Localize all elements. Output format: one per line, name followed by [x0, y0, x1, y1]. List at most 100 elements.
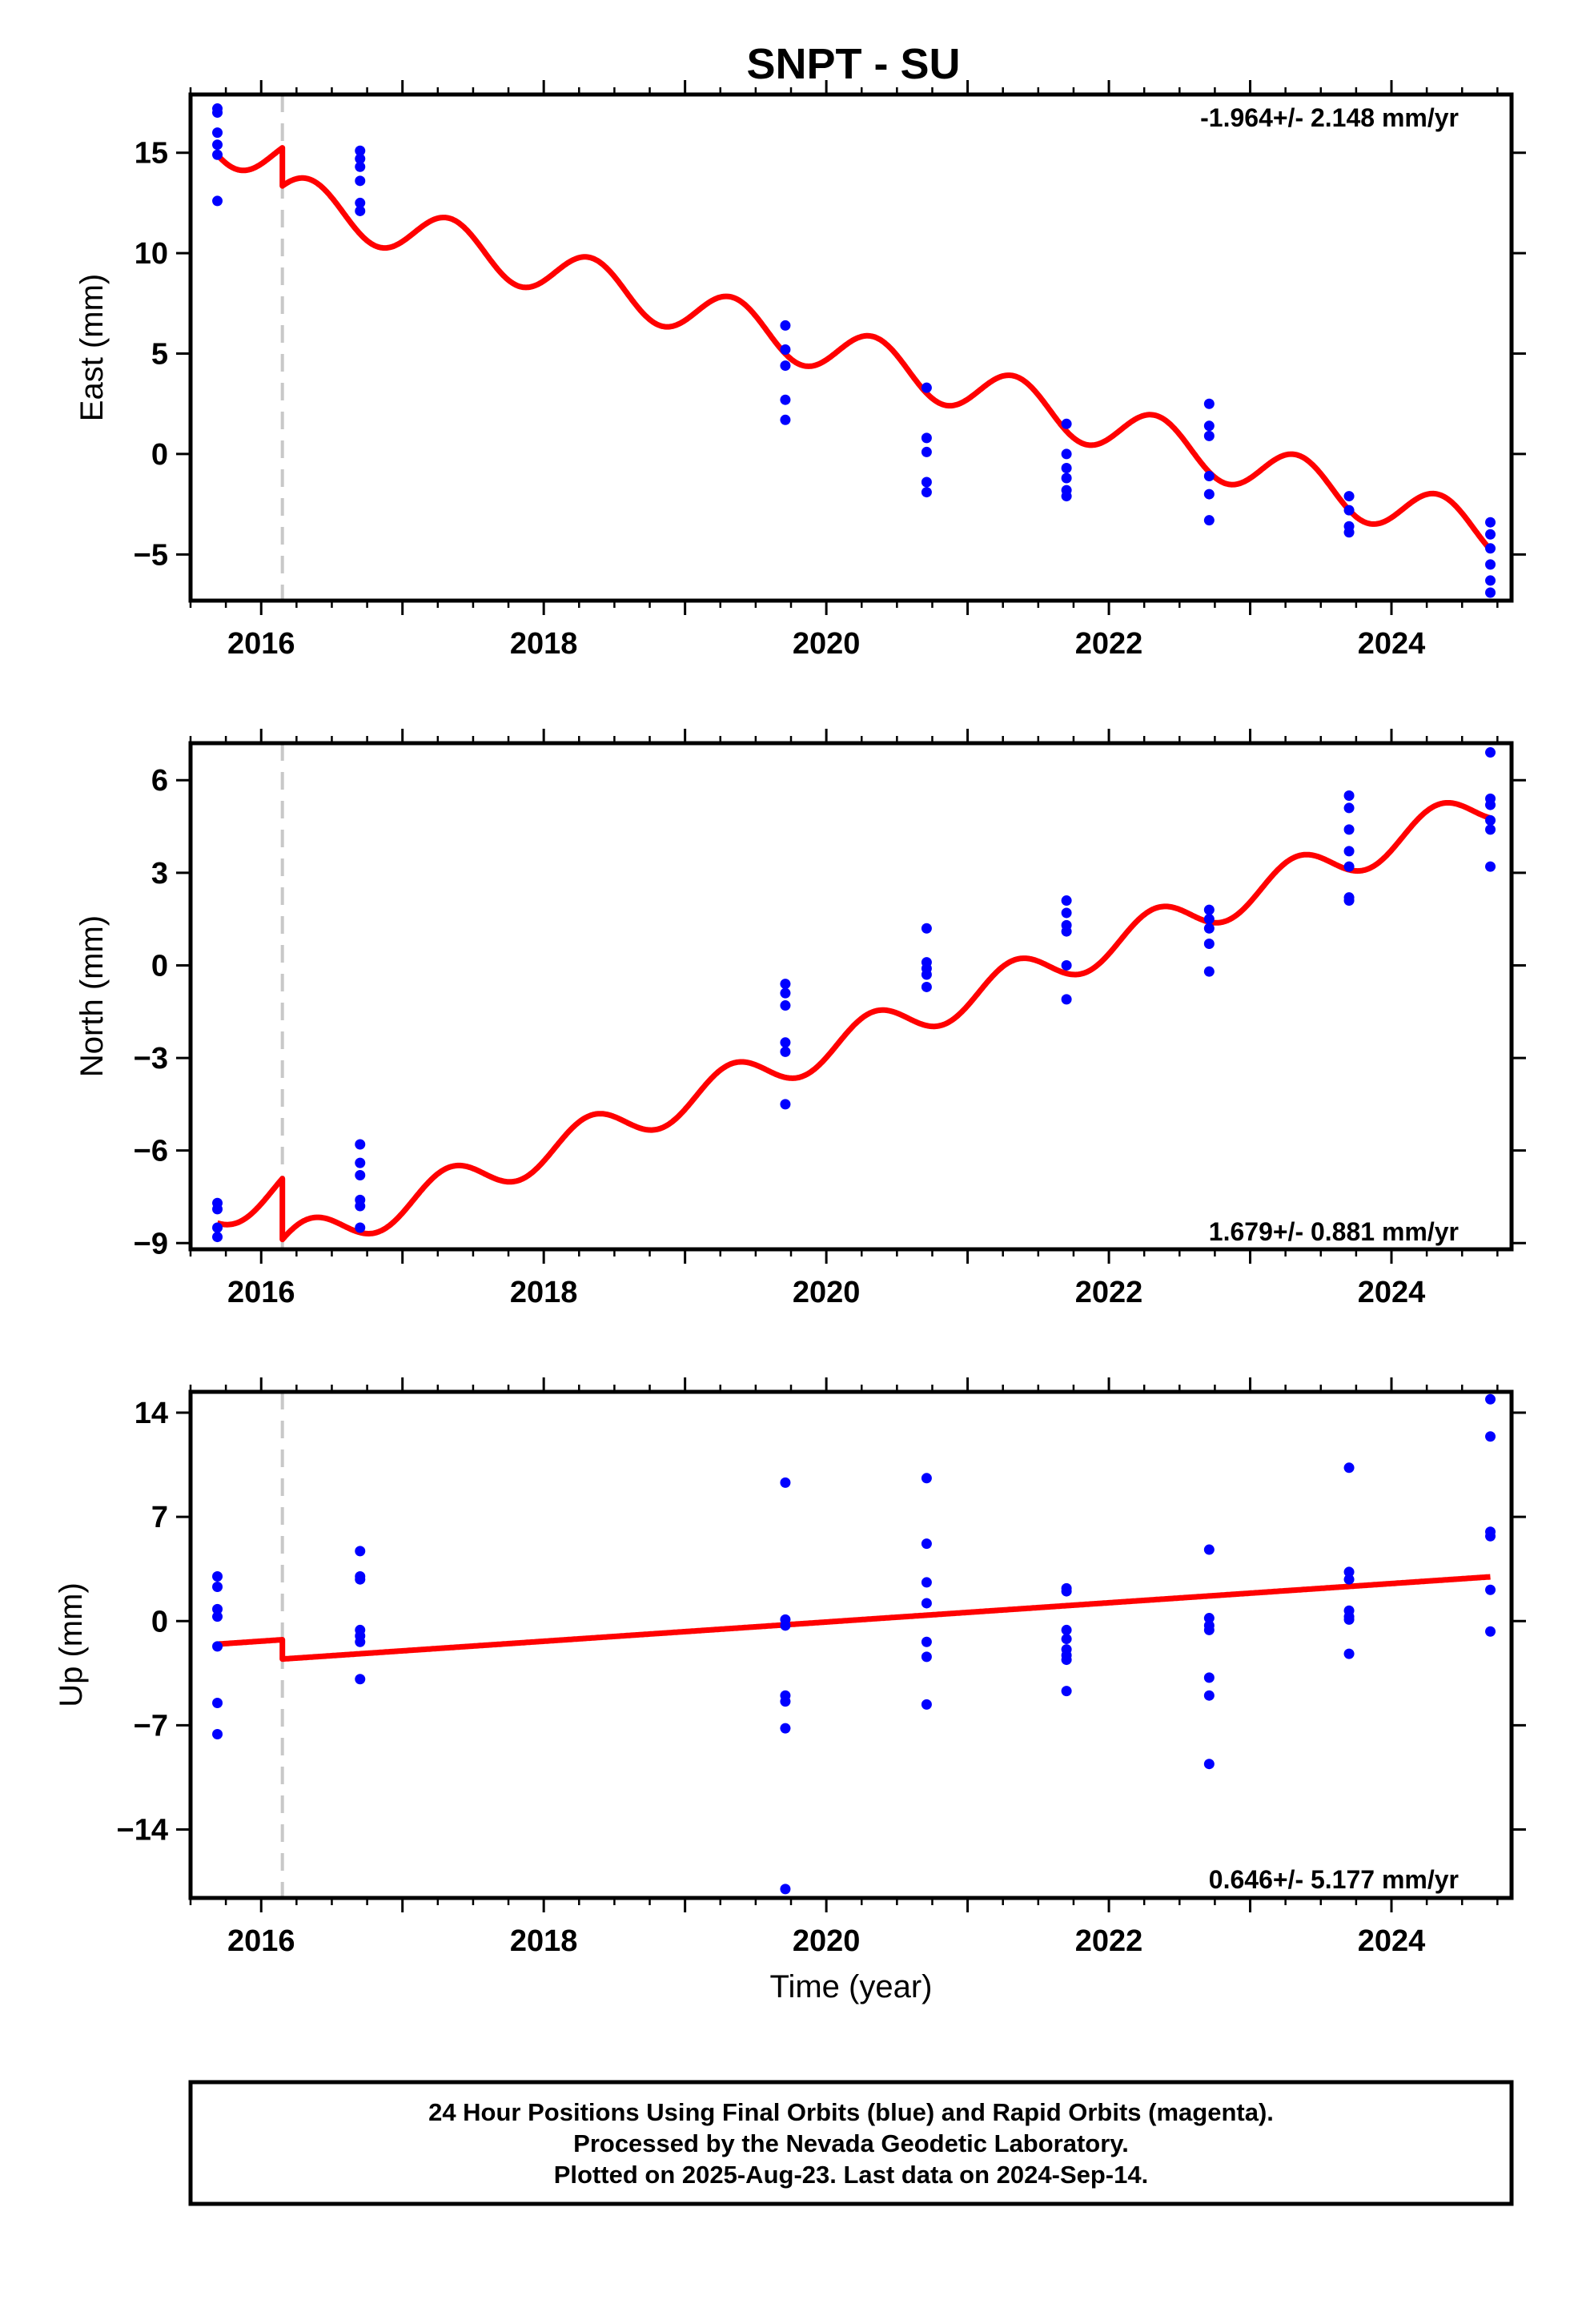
east-data-point	[921, 487, 932, 498]
north-data-point	[1343, 790, 1355, 802]
east-data-point	[1203, 398, 1215, 409]
north-data-point	[1343, 824, 1355, 835]
up-data-point	[355, 1636, 366, 1647]
up-y-tick-label: 14	[135, 1397, 168, 1430]
footer-box: 24 Hour Positions Using Final Orbits (bl…	[188, 2080, 1514, 2206]
east-data-point	[1203, 489, 1215, 500]
east-model-fit-line	[215, 145, 1493, 552]
up-data-point	[1485, 1584, 1496, 1595]
north-data-point	[212, 1222, 223, 1233]
east-data-point	[780, 414, 791, 425]
up-data-point	[1061, 1686, 1072, 1697]
up-data-point	[921, 1598, 932, 1609]
up-data-point	[212, 1697, 223, 1708]
east-data-point	[1343, 505, 1355, 516]
east-data-point	[355, 161, 366, 172]
north-data-point	[1343, 861, 1355, 872]
north-data-point	[1061, 994, 1072, 1005]
east-data-point	[1203, 515, 1215, 526]
north-data-point	[1061, 959, 1072, 971]
north-data-point	[1203, 904, 1215, 915]
up-y-axis-label: Up (mm)	[54, 1582, 89, 1707]
north-x-tick-label: 2016	[227, 1276, 295, 1309]
north-y-tick-label: −3	[134, 1042, 168, 1076]
up-data-point	[1061, 1624, 1072, 1635]
up-data-point	[1061, 1634, 1072, 1645]
north-data-point	[1203, 923, 1215, 934]
up-data-point	[1343, 1648, 1355, 1659]
up-y-tick-label: 0	[151, 1605, 168, 1638]
up-data-point	[355, 1574, 366, 1585]
east-data-point	[212, 139, 223, 151]
north-data-point	[1343, 895, 1355, 907]
up-data-point	[1203, 1544, 1215, 1555]
east-data-point	[212, 107, 223, 119]
east-data-point	[1485, 543, 1496, 554]
north-y-tick-label: 0	[151, 949, 168, 983]
up-data-point	[921, 1538, 932, 1550]
up-data-point	[212, 1611, 223, 1622]
east-data-point	[1061, 472, 1072, 484]
up-data-point	[1203, 1672, 1215, 1683]
north-data-point	[212, 1232, 223, 1243]
north-x-tick-label: 2024	[1358, 1276, 1426, 1309]
north-model-fit-line	[215, 800, 1492, 1243]
up-data-point	[921, 1651, 932, 1663]
east-data-point	[780, 394, 791, 405]
chart-title: SNPT - SU	[746, 40, 960, 88]
east-y-axis-label: East (mm)	[74, 274, 110, 421]
up-data-point	[1485, 1393, 1496, 1405]
north-data-point	[212, 1204, 223, 1215]
east-data-point	[1485, 559, 1496, 570]
north-panel: 2016 2018 2020 2022 2024 6 3 0 −3 −6 −9 North (mm)…	[74, 729, 1526, 1309]
footer-line-3: Plotted on 2025-Aug-23. Last data on 202…	[554, 2161, 1148, 2189]
east-data-point	[355, 145, 366, 156]
east-data-point	[921, 432, 932, 444]
north-data-point	[1203, 914, 1215, 925]
east-rate-label: -1.964+/- 2.148 mm/yr	[1200, 103, 1459, 132]
north-data-point	[1485, 747, 1496, 758]
north-data-point	[355, 1222, 366, 1233]
north-data-point	[1203, 938, 1215, 949]
east-data-point	[1343, 491, 1355, 502]
up-data-point	[921, 1699, 932, 1710]
east-x-tick-label: 2018	[510, 627, 578, 661]
east-data-point	[1485, 517, 1496, 528]
north-data-point	[1485, 799, 1496, 810]
east-data-point	[1203, 420, 1215, 432]
up-data-point	[1343, 1574, 1355, 1585]
up-data-point	[1061, 1586, 1072, 1597]
up-data-point	[1343, 1566, 1355, 1578]
up-data-point	[780, 1477, 791, 1488]
up-x-tick-label: 2022	[1075, 1924, 1143, 1958]
east-data-point	[1203, 430, 1215, 441]
north-data-point	[780, 979, 791, 990]
up-x-tick-label: 2024	[1358, 1924, 1426, 1958]
east-plot-contents: 2016 2018 2020 2022 2024 15 10 5 0 −5	[134, 80, 1526, 661]
north-data-point	[355, 1139, 366, 1150]
east-data-point	[212, 127, 223, 139]
up-data-point	[780, 1696, 791, 1707]
north-data-point	[1485, 824, 1496, 835]
east-data-point	[1061, 462, 1072, 473]
north-data-point	[780, 1046, 791, 1057]
north-x-tick-label: 2022	[1075, 1276, 1143, 1309]
east-data-point	[355, 197, 366, 208]
north-data-point	[355, 1157, 366, 1168]
up-model-fit-line	[215, 1574, 1492, 1663]
up-data-point	[780, 1723, 791, 1734]
up-data-point	[1485, 1626, 1496, 1637]
north-y-tick-label: −9	[134, 1227, 168, 1261]
up-y-tick-label: 7	[151, 1501, 168, 1534]
east-x-tick-label: 2022	[1075, 627, 1143, 661]
east-data-point	[780, 344, 791, 356]
east-y-tick-label: −5	[134, 538, 168, 572]
east-data-point	[1203, 471, 1215, 482]
north-data-point	[921, 969, 932, 980]
north-x-tick-label: 2018	[510, 1276, 578, 1309]
north-data-point	[1343, 846, 1355, 857]
up-data-point	[1343, 1462, 1355, 1474]
up-data-point	[212, 1603, 223, 1614]
up-rate-label: 0.646+/- 5.177 mm/yr	[1209, 1865, 1459, 1894]
